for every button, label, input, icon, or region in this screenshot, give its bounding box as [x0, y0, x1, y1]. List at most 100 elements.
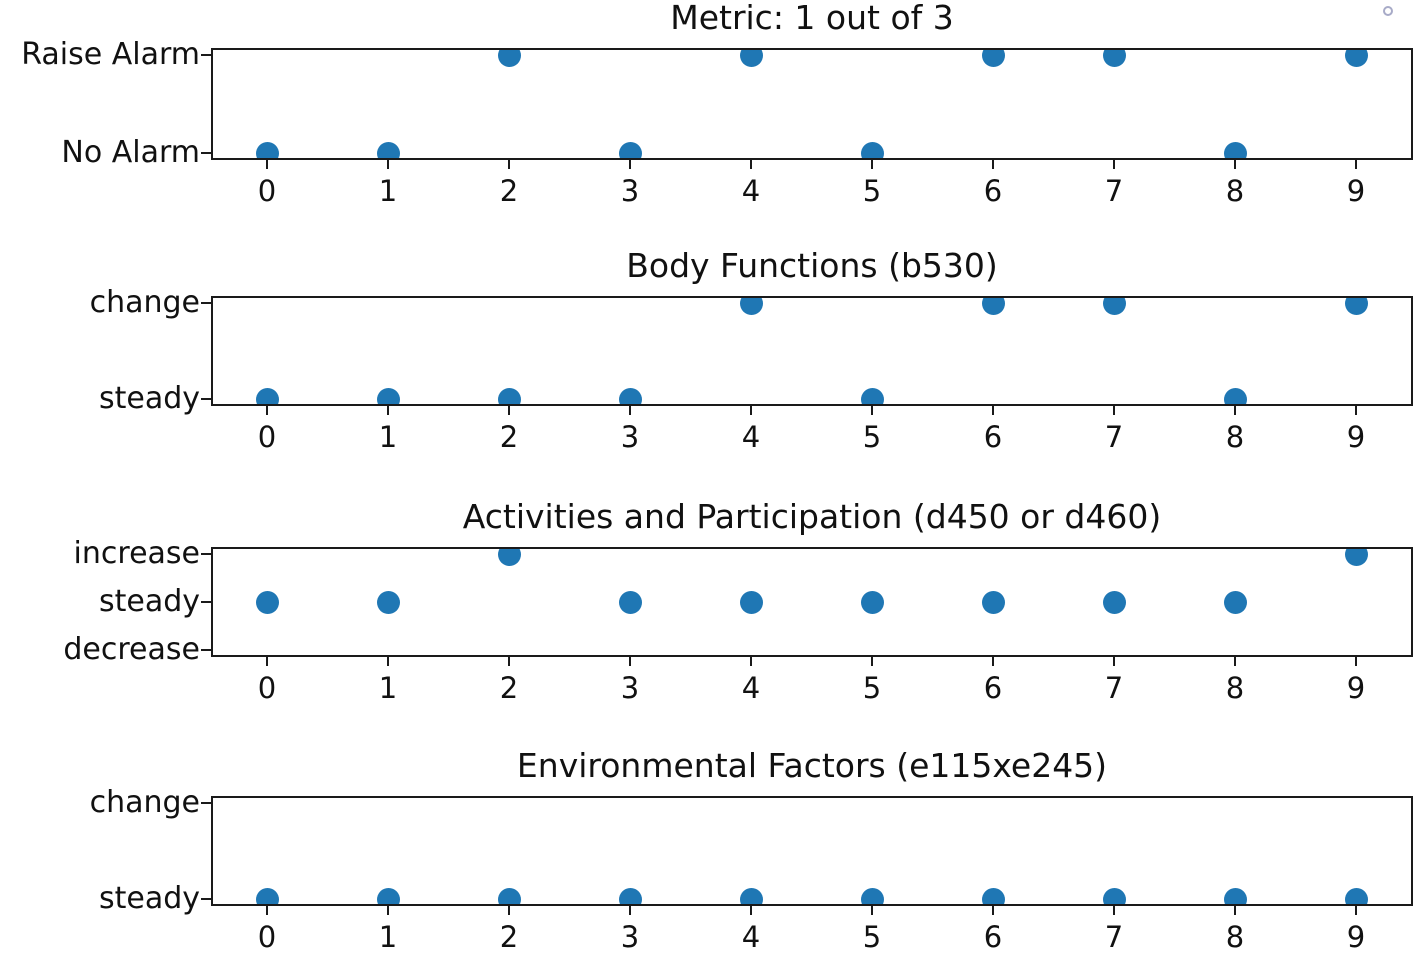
y-tick-label: decrease	[63, 632, 200, 667]
y-tick-label: steady	[98, 881, 200, 916]
data-point	[1223, 887, 1247, 904]
x-tick	[266, 657, 268, 666]
chart-2-plot-area	[211, 296, 1413, 406]
x-tick	[266, 160, 268, 169]
data-point	[255, 887, 279, 904]
chart-1-title: Metric: 1 out of 3	[670, 0, 954, 37]
data-point	[1223, 141, 1247, 158]
x-tick	[1113, 160, 1115, 169]
x-tick-label: 1	[378, 174, 398, 208]
y-tick	[201, 302, 213, 304]
x-tick	[992, 657, 994, 666]
x-tick-label: 7	[1104, 920, 1124, 954]
data-point	[860, 590, 884, 614]
y-tick-label: change	[89, 285, 200, 320]
x-tick	[629, 406, 631, 415]
data-point	[497, 549, 521, 566]
x-tick	[629, 906, 631, 915]
x-tick-label: 8	[1225, 420, 1245, 454]
x-tick	[992, 906, 994, 915]
x-tick	[387, 406, 389, 415]
x-tick-label: 0	[257, 420, 277, 454]
data-point	[1102, 50, 1126, 67]
x-tick	[992, 406, 994, 415]
x-tick-label: 4	[741, 920, 761, 954]
x-tick-label: 0	[257, 174, 277, 208]
x-tick-label: 2	[499, 174, 519, 208]
x-tick	[750, 406, 752, 415]
data-point	[618, 590, 642, 614]
x-tick	[1355, 657, 1357, 666]
data-point	[981, 887, 1005, 904]
y-tick-label: Raise Alarm	[21, 37, 200, 72]
x-tick-label: 1	[378, 420, 398, 454]
data-point	[255, 590, 279, 614]
data-point	[376, 141, 400, 158]
y-tick	[201, 898, 213, 900]
x-tick-label: 2	[499, 671, 519, 705]
x-tick-label: 4	[741, 671, 761, 705]
data-point	[255, 387, 279, 404]
data-point	[1223, 387, 1247, 404]
x-tick	[871, 906, 873, 915]
data-point	[1223, 590, 1247, 614]
x-tick	[750, 657, 752, 666]
data-point	[1344, 549, 1368, 566]
y-tick	[201, 54, 213, 56]
y-tick-label: increase	[73, 536, 200, 571]
x-tick-label: 2	[499, 420, 519, 454]
x-tick-label: 9	[1346, 174, 1366, 208]
data-point	[497, 387, 521, 404]
data-point	[376, 387, 400, 404]
data-point	[1102, 298, 1126, 315]
data-point	[1102, 590, 1126, 614]
x-tick-label: 7	[1104, 420, 1124, 454]
x-tick	[871, 406, 873, 415]
data-point	[860, 387, 884, 404]
chart-1-plot-area	[211, 48, 1413, 160]
x-tick	[508, 657, 510, 666]
x-tick	[1113, 906, 1115, 915]
x-tick-label: 9	[1346, 420, 1366, 454]
data-point	[1344, 298, 1368, 315]
data-point	[739, 298, 763, 315]
x-tick	[871, 160, 873, 169]
x-tick	[629, 160, 631, 169]
x-tick-label: 1	[378, 920, 398, 954]
y-tick-label: steady	[98, 584, 200, 619]
x-tick	[266, 906, 268, 915]
x-tick-label: 3	[620, 174, 640, 208]
x-tick	[508, 406, 510, 415]
x-tick-label: 3	[620, 420, 640, 454]
data-point	[1344, 50, 1368, 67]
data-point	[618, 387, 642, 404]
x-tick-label: 3	[620, 671, 640, 705]
x-tick-label: 0	[257, 671, 277, 705]
y-tick-label: change	[89, 785, 200, 820]
x-tick	[1234, 160, 1236, 169]
y-tick	[201, 553, 213, 555]
data-point	[1344, 887, 1368, 904]
x-tick	[1113, 406, 1115, 415]
data-point	[618, 887, 642, 904]
x-tick	[1113, 657, 1115, 666]
data-point	[981, 590, 1005, 614]
y-tick-label: steady	[98, 381, 200, 416]
x-tick-label: 2	[499, 920, 519, 954]
data-point	[497, 50, 521, 67]
x-tick-label: 5	[862, 920, 882, 954]
x-tick	[629, 657, 631, 666]
x-tick	[387, 160, 389, 169]
x-tick	[508, 160, 510, 169]
data-point	[981, 50, 1005, 67]
data-point	[981, 298, 1005, 315]
x-tick	[992, 160, 994, 169]
x-tick	[750, 160, 752, 169]
chart-3-title: Activities and Participation (d450 or d4…	[462, 497, 1162, 536]
x-tick-label: 7	[1104, 174, 1124, 208]
x-tick	[387, 657, 389, 666]
x-tick-label: 9	[1346, 920, 1366, 954]
x-tick-label: 1	[378, 671, 398, 705]
chart-2-title: Body Functions (b530)	[626, 246, 998, 285]
